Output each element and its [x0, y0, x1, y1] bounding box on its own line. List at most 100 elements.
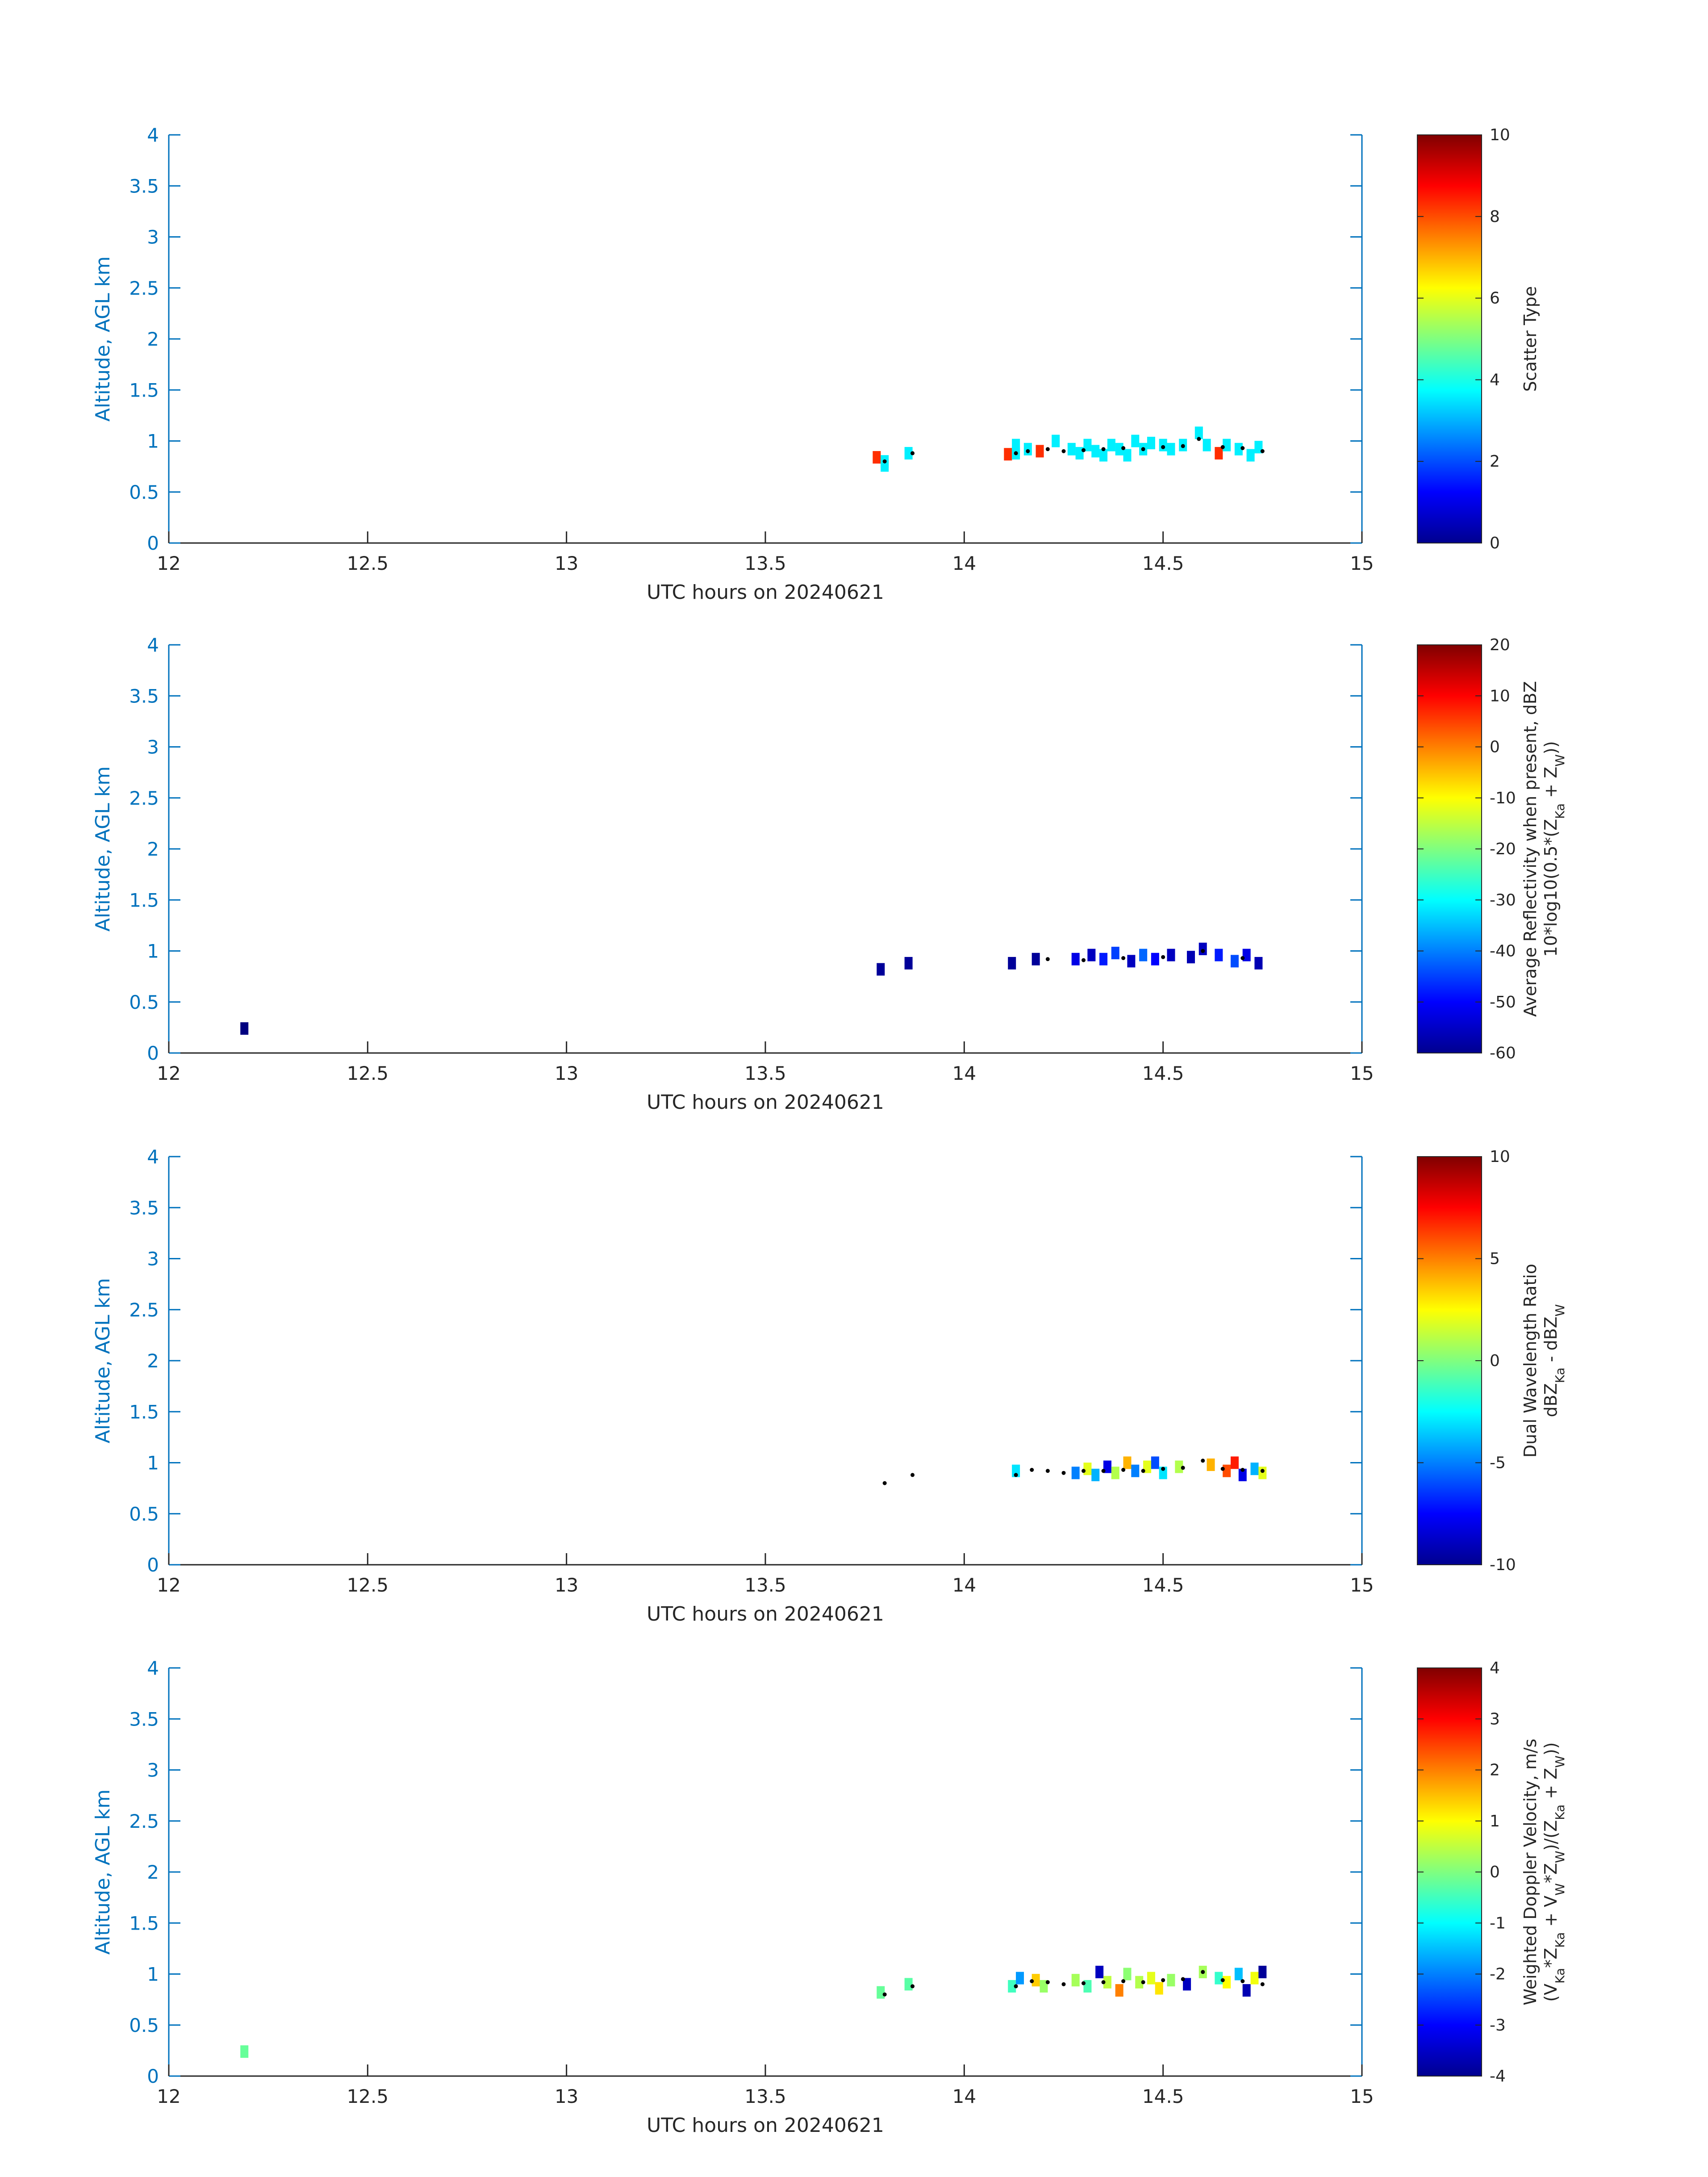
x-tick-label: 13.5 — [744, 552, 786, 574]
colorbar-tick-label: -30 — [1490, 891, 1516, 909]
colorbar-tick-label: -50 — [1490, 993, 1516, 1011]
y-axis-label: Altitude, AGL km — [92, 256, 114, 422]
y-tick-label: 2 — [147, 1861, 159, 1883]
y-tick-label: 3.5 — [129, 685, 159, 707]
profile-dot — [1181, 444, 1185, 448]
data-cell — [1016, 1972, 1024, 1985]
y-tick-label: 0 — [147, 1554, 159, 1576]
profile-dot — [1061, 1471, 1066, 1475]
y-axis-label: Altitude, AGL km — [92, 1278, 114, 1443]
data-cell — [1151, 1456, 1159, 1469]
profile-dot — [1161, 1978, 1165, 1982]
data-cell — [1012, 1464, 1020, 1477]
x-tick-label: 14 — [952, 1062, 976, 1084]
colorbar-tick-label: 2 — [1490, 452, 1500, 471]
y-tick-label: 3 — [147, 1248, 159, 1270]
profile-dot — [1161, 445, 1165, 449]
profile-dot — [1141, 1980, 1145, 1985]
data-cell — [1071, 1467, 1080, 1479]
y-tick-label: 0.5 — [129, 1503, 159, 1525]
data-cell — [1103, 1976, 1111, 1989]
subscript: W — [1553, 1883, 1567, 1896]
profile-dot — [1201, 1970, 1205, 1974]
profile-dot — [1045, 957, 1050, 961]
profile-dot — [1220, 1467, 1225, 1471]
colorbar-label-line-2: (VKa*ZKa + VW*ZW)/(ZKa + ZW)) — [1541, 1742, 1567, 2002]
data-cell — [1147, 437, 1155, 450]
data-cell — [1004, 448, 1012, 461]
data-cell — [1071, 953, 1080, 965]
data-cell — [1111, 947, 1119, 960]
profile-dot — [1045, 1469, 1050, 1473]
profile-dot — [1014, 1984, 1018, 1989]
x-tick-label: 14 — [952, 1574, 976, 1596]
colorbar-tick-label: -10 — [1490, 789, 1516, 807]
data-cell — [1159, 1467, 1167, 1479]
y-tick-label: 1.5 — [129, 1401, 159, 1423]
x-tick-label: 13 — [555, 2085, 578, 2107]
x-axis-label: UTC hours on 20240621 — [647, 1091, 884, 1114]
profile-dot — [1082, 1469, 1086, 1473]
data-cell — [1036, 445, 1044, 458]
y-tick-label: 0 — [147, 2065, 159, 2087]
colorbar — [1417, 1156, 1482, 1565]
y-tick-label: 0 — [147, 1042, 159, 1064]
x-tick-label: 12.5 — [347, 552, 389, 574]
x-tick-label: 12.5 — [347, 1062, 389, 1084]
colorbar-tick-label: -20 — [1490, 840, 1516, 858]
profile-dot — [1014, 451, 1018, 455]
profile-dot — [1082, 1981, 1086, 1985]
panel-3: 0 0.5 1 1.5 2 2.5 3 3.5 4 12 12.5 13 13.5 14 14.5 15 UTC… — [92, 1146, 1567, 1625]
data-cell — [1040, 1980, 1048, 1993]
y-tick-label: 2.5 — [129, 277, 159, 299]
x-tick-label: 13.5 — [744, 1062, 786, 1084]
colorbar-tick-label: -3 — [1490, 2016, 1506, 2035]
colorbar-tick-label: 0 — [1490, 738, 1500, 756]
x-tick-label: 14 — [952, 552, 976, 574]
data-cell — [1234, 443, 1243, 455]
profile-dot — [1161, 955, 1165, 959]
y-tick-label: 2.5 — [129, 1810, 159, 1832]
profile-dot — [1161, 1467, 1165, 1471]
data-cell — [240, 1022, 249, 1035]
x-tick-label: 13 — [555, 1574, 578, 1596]
profile-dot — [1121, 1467, 1126, 1472]
colorbar-tick-label: 10 — [1490, 1148, 1510, 1166]
x-tick-label: 12 — [157, 552, 180, 574]
colorbar-label-line-1: Average Reflectivity when present, dBZ — [1520, 681, 1540, 1017]
x-axis-label: UTC hours on 20240621 — [647, 1603, 884, 1625]
profile-dot — [1240, 1979, 1245, 1983]
data-cell — [1194, 426, 1203, 439]
colorbar-label: Scatter Type — [1520, 286, 1540, 392]
data-cell — [1147, 1972, 1155, 1985]
x-tick-label: 13.5 — [744, 1574, 786, 1596]
data-cell — [1099, 449, 1108, 462]
y-tick-label: 1 — [147, 1452, 159, 1474]
label-part: + V — [1541, 1896, 1561, 1932]
colorbar-label: Weighted Doppler Velocity, m/s(VKa*ZKa +… — [1520, 1738, 1567, 2005]
data-cell — [1143, 1460, 1152, 1473]
data-cell — [1250, 1972, 1259, 1985]
data-cell — [1258, 1965, 1267, 1978]
subscript: W — [1553, 1755, 1567, 1768]
data-cell — [1175, 1460, 1183, 1473]
subscript: Ka — [1553, 1367, 1567, 1383]
data-cell — [1123, 449, 1132, 462]
colorbar-tick-label: -40 — [1490, 942, 1516, 961]
profile-dot — [1121, 956, 1126, 960]
subscript: Ka — [1553, 1932, 1567, 1948]
data-cell — [240, 2045, 249, 2058]
data-cell — [1258, 1467, 1267, 1479]
y-tick-label: 3.5 — [129, 1708, 159, 1730]
profile-dot — [1260, 1469, 1265, 1473]
x-tick-label: 14 — [952, 2085, 976, 2107]
profile-dot — [1061, 1982, 1066, 1986]
x-tick-label: 12.5 — [347, 1574, 389, 1596]
y-tick-label: 2 — [147, 838, 159, 860]
colorbar-label-line-1: Dual Wavelength Ratio — [1520, 1264, 1540, 1458]
data-cell — [1151, 953, 1159, 965]
data-cell — [1095, 1965, 1104, 1978]
profile-dot — [1240, 1467, 1245, 1472]
profile-dot — [1101, 447, 1106, 451]
